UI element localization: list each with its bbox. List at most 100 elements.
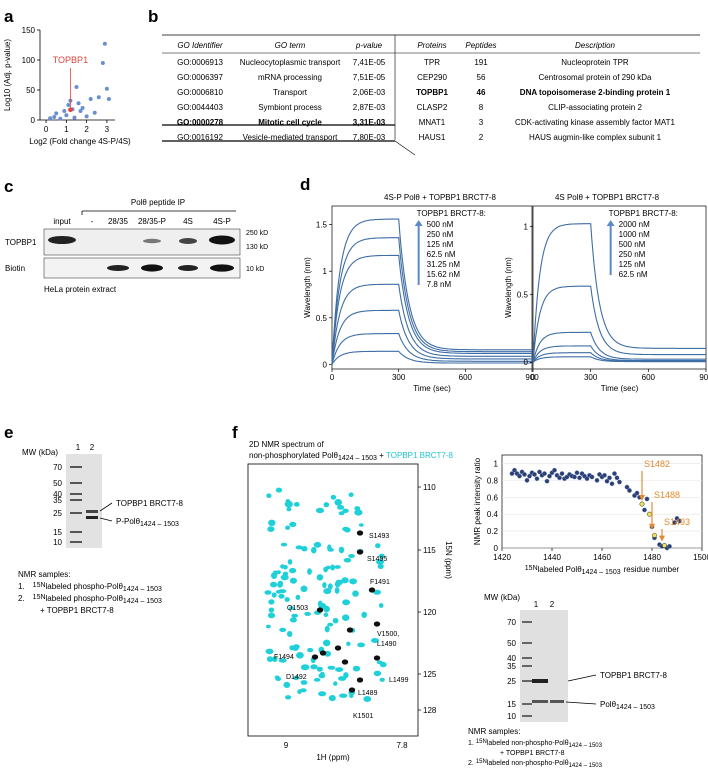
b-protein: CLASP2 bbox=[417, 103, 448, 112]
e-samples-title: NMR samples: bbox=[18, 570, 70, 579]
bli-y-tick-label: 0 bbox=[323, 360, 328, 369]
b-header-go-id: GO Identifier bbox=[177, 41, 223, 50]
nmr-peak-bound bbox=[311, 546, 317, 554]
nmr-peak-bound bbox=[318, 603, 327, 609]
ratio-point bbox=[644, 496, 650, 502]
nmr-peak-bound bbox=[272, 656, 278, 662]
ratio-x-label: 15Nlabeled Polθ1424 – 1503 residue number bbox=[525, 565, 680, 576]
nmr-peak-label: D1492 bbox=[286, 674, 307, 681]
bli-legend-title: TOPBP1 BRCT7-8: bbox=[609, 209, 678, 218]
e-mw-label: 70 bbox=[53, 463, 62, 472]
nmr-peak-free bbox=[311, 654, 319, 660]
c-mw-250: 250 kD bbox=[246, 230, 268, 237]
bli-x-tick-label: 300 bbox=[392, 373, 406, 382]
d-left-title: 4S-P Polθ + TOPBP1 BRCT7-8 bbox=[384, 193, 497, 202]
panel-c-label: c bbox=[4, 177, 13, 196]
ratio-point bbox=[627, 488, 632, 493]
f-sample-1-line2: + TOPBP1 BRCT7-8 bbox=[500, 750, 565, 757]
e-lane-2: 2 bbox=[90, 443, 95, 452]
e-mw-label: 50 bbox=[53, 479, 62, 488]
bli-y-label: Wavelength (nm) bbox=[504, 257, 513, 318]
nmr-peak-bound bbox=[267, 612, 276, 619]
ratio-point bbox=[547, 473, 552, 479]
nmr-peak-bound bbox=[304, 611, 311, 616]
a-point bbox=[106, 97, 111, 101]
nmr-peak-free bbox=[341, 659, 349, 665]
e-mw-label: 25 bbox=[53, 509, 62, 518]
f-gel-mw-label: 10 bbox=[507, 712, 516, 721]
nmr-peak-bound bbox=[307, 568, 312, 575]
panel-c: c Polθ peptide IP input - 28/35 28/35-P 4S 4S… bbox=[4, 177, 268, 294]
nmr-peak-bound bbox=[343, 557, 352, 563]
nmr-peak-bound bbox=[349, 694, 354, 698]
c-lane-label: 28/35-P bbox=[138, 217, 166, 226]
f-gel-mw-label: 35 bbox=[507, 662, 516, 671]
panel-e-label: e bbox=[4, 423, 13, 442]
a-point bbox=[104, 86, 109, 91]
nmr-peak-bound bbox=[349, 578, 357, 585]
c-band-4sp bbox=[209, 235, 235, 245]
e-mw-title: MW (kDa) bbox=[22, 448, 58, 457]
ratio-point bbox=[527, 473, 532, 479]
nmr-peak-bound bbox=[288, 606, 295, 610]
b-peptides: 8 bbox=[479, 103, 484, 112]
f-gel-mw-label: 15 bbox=[507, 700, 516, 709]
f-title-line1: 2D NMR spectrum of bbox=[249, 440, 324, 449]
nmr-peak-bound bbox=[316, 666, 323, 672]
ratio-point bbox=[509, 471, 515, 476]
nmr-peak-bound bbox=[296, 652, 304, 659]
nmr-peak-bound bbox=[333, 681, 338, 686]
nmr-peak-bound bbox=[299, 688, 307, 693]
bli-y-label: Wavelength (nm) bbox=[303, 257, 312, 318]
ratio-point bbox=[584, 476, 590, 482]
ratio-point bbox=[589, 474, 595, 480]
a-point bbox=[76, 101, 81, 106]
nmr-peak-bound bbox=[275, 676, 282, 681]
b-go-id: GO:0044403 bbox=[177, 103, 223, 112]
bli-y-tick-label: 0 bbox=[524, 358, 529, 367]
c-caption: HeLa protein extract bbox=[44, 285, 117, 294]
ratio-x-tick-label: 1440 bbox=[543, 553, 561, 562]
b-protein: HAUS1 bbox=[419, 133, 446, 142]
b-go-pvalue: 7,51E-05 bbox=[353, 73, 386, 82]
nmr-peak-bound bbox=[286, 507, 292, 512]
nmr-peak-bound bbox=[323, 502, 330, 508]
nmr-peak-bound bbox=[295, 594, 301, 600]
bli-legend-entry: 125 nM bbox=[619, 260, 646, 269]
c-band-biotin-4s bbox=[178, 265, 198, 271]
b-header-description: Description bbox=[575, 41, 616, 50]
b-peptides: 3 bbox=[479, 118, 484, 127]
nmr-peak-bound bbox=[379, 661, 387, 668]
c-band-input bbox=[48, 236, 76, 244]
nmr-peak-bound bbox=[275, 487, 283, 493]
e-lane-1: 1 bbox=[76, 443, 81, 452]
nmr-peak-bound bbox=[283, 564, 288, 570]
nmr-peak-bound bbox=[373, 589, 381, 595]
bli-x-tick-label: 0 bbox=[531, 373, 536, 382]
ratio-point bbox=[517, 473, 522, 479]
nmr-peak-bound bbox=[327, 665, 336, 670]
nmr-peak-bound bbox=[287, 559, 293, 565]
b-go-term: Transport bbox=[273, 88, 308, 97]
bli-legend-entry: 31.25 nM bbox=[427, 260, 461, 269]
nmr-peak-bound bbox=[266, 493, 272, 499]
bli-legend-entry: 125 nM bbox=[427, 240, 454, 249]
ratio-point bbox=[672, 520, 677, 526]
c-lane-labels: input - 28/35 28/35-P 4S 4S-P bbox=[53, 217, 231, 226]
nmr-peak-bound bbox=[337, 505, 345, 510]
nmr-peak-bound bbox=[280, 542, 288, 547]
nmr-peak-bound bbox=[287, 631, 293, 637]
nmr-peak-label: L1489 bbox=[358, 690, 378, 697]
b-go-id: GO:0016192 bbox=[177, 133, 223, 142]
ratio-point bbox=[609, 481, 615, 487]
b-divider-tail bbox=[394, 140, 416, 156]
a-point bbox=[54, 111, 59, 116]
a-point bbox=[72, 115, 77, 120]
nmr-peak-bound bbox=[348, 554, 355, 558]
a-y-tick-label: 0 bbox=[31, 116, 36, 125]
ratio-point bbox=[624, 484, 630, 490]
nmr-peak-bound bbox=[284, 500, 293, 508]
bli-curve bbox=[331, 237, 532, 365]
ratio-y-label: NMR peak intensity ratio bbox=[473, 457, 482, 545]
